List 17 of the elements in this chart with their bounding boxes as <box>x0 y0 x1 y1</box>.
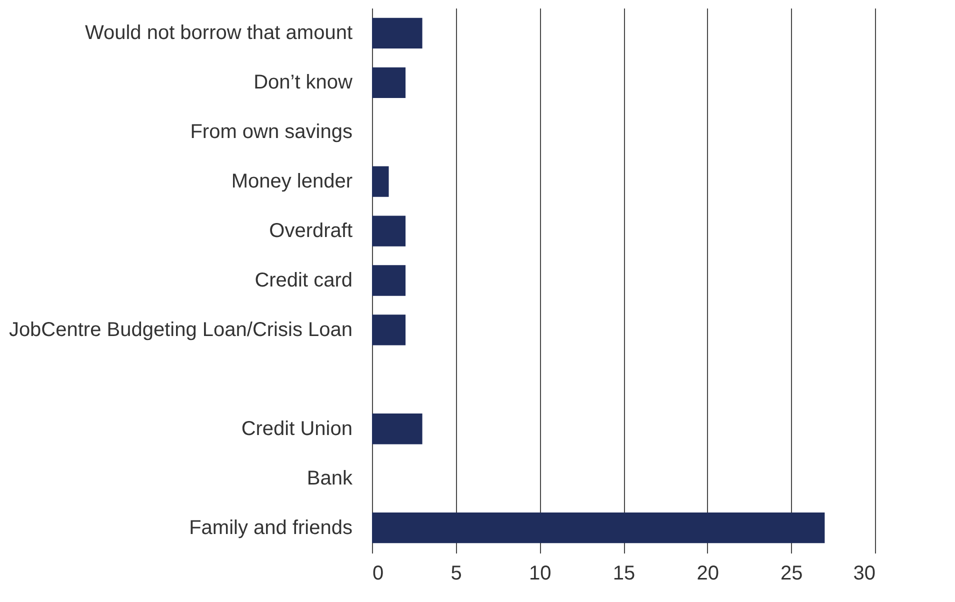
x-tick-label: 15 <box>612 562 636 584</box>
x-tick-label: 25 <box>780 562 803 584</box>
y-tick-label: Bank <box>306 467 354 490</box>
y-tick-label: Overdraft <box>269 220 353 242</box>
y-tick-label: Credit card <box>254 270 352 292</box>
y-tick-label: Money lender <box>231 170 353 193</box>
x-tick-label: 30 <box>853 562 876 584</box>
x-tick-label: 20 <box>696 562 719 584</box>
x-tick-label: 0 <box>372 562 384 584</box>
y-tick-label: From own savings <box>190 121 352 144</box>
x-tick-label: 10 <box>529 562 552 584</box>
y-tick-label: Credit Union <box>241 418 352 440</box>
y-tick-label: JobCentre Budgeting Loan/Crisis Loan <box>8 318 352 341</box>
y-tick-label: Would not borrow that amount <box>84 22 353 44</box>
y-tick-label: Don’t know <box>254 72 354 94</box>
y-tick-label: Family and friends <box>189 516 352 539</box>
x-tick-label: 5 <box>450 562 462 584</box>
